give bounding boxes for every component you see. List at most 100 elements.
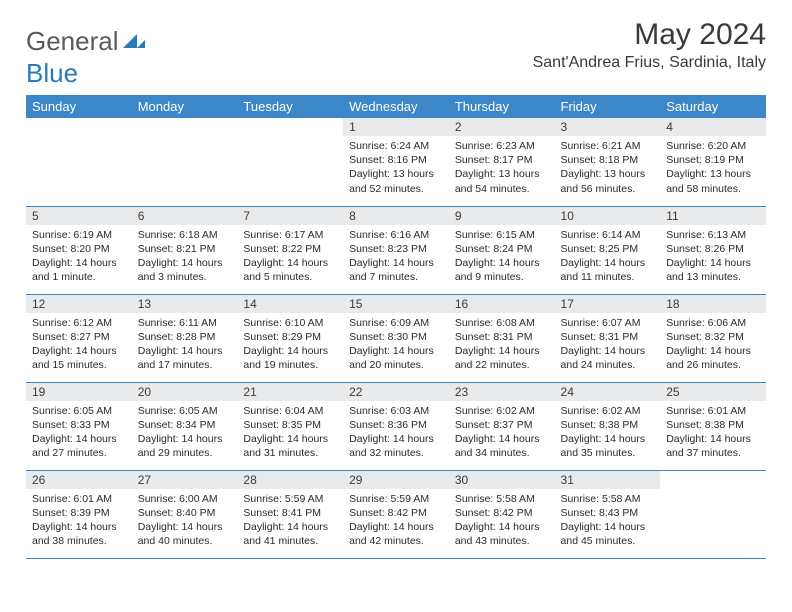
calendar-day-cell: 30Sunrise: 5:58 AMSunset: 8:42 PMDayligh…	[449, 470, 555, 558]
day-number: 16	[449, 295, 555, 313]
calendar-day-cell: ..	[237, 118, 343, 206]
day-number: 27	[132, 471, 238, 489]
day-details: Sunrise: 6:03 AMSunset: 8:36 PMDaylight:…	[343, 401, 449, 465]
day-details: Sunrise: 6:10 AMSunset: 8:29 PMDaylight:…	[237, 313, 343, 377]
day-details: Sunrise: 6:02 AMSunset: 8:38 PMDaylight:…	[555, 401, 661, 465]
day-number: 9	[449, 207, 555, 225]
calendar-week-row: 19Sunrise: 6:05 AMSunset: 8:33 PMDayligh…	[26, 382, 766, 470]
calendar-week-row: ......1Sunrise: 6:24 AMSunset: 8:16 PMDa…	[26, 118, 766, 206]
brand-part2: Blue	[26, 58, 78, 89]
day-number: 28	[237, 471, 343, 489]
day-number: 5	[26, 207, 132, 225]
day-details: Sunrise: 6:21 AMSunset: 8:18 PMDaylight:…	[555, 136, 661, 200]
calendar-day-cell: ..	[660, 470, 766, 558]
calendar-table: SundayMondayTuesdayWednesdayThursdayFrid…	[26, 95, 766, 559]
day-details: Sunrise: 6:24 AMSunset: 8:16 PMDaylight:…	[343, 136, 449, 200]
day-details: Sunrise: 6:11 AMSunset: 8:28 PMDaylight:…	[132, 313, 238, 377]
calendar-week-row: 12Sunrise: 6:12 AMSunset: 8:27 PMDayligh…	[26, 294, 766, 382]
day-number: 18	[660, 295, 766, 313]
day-details: Sunrise: 6:00 AMSunset: 8:40 PMDaylight:…	[132, 489, 238, 553]
day-details: Sunrise: 6:05 AMSunset: 8:34 PMDaylight:…	[132, 401, 238, 465]
day-details: Sunrise: 6:02 AMSunset: 8:37 PMDaylight:…	[449, 401, 555, 465]
brand-triangle-icon	[123, 32, 145, 48]
calendar-day-cell: 7Sunrise: 6:17 AMSunset: 8:22 PMDaylight…	[237, 206, 343, 294]
day-details: Sunrise: 5:58 AMSunset: 8:43 PMDaylight:…	[555, 489, 661, 553]
day-number: 11	[660, 207, 766, 225]
calendar-day-cell: 26Sunrise: 6:01 AMSunset: 8:39 PMDayligh…	[26, 470, 132, 558]
calendar-week-row: 5Sunrise: 6:19 AMSunset: 8:20 PMDaylight…	[26, 206, 766, 294]
weekday-header: Friday	[555, 95, 661, 118]
weekday-header: Saturday	[660, 95, 766, 118]
title-block: May 2024 Sant'Andrea Frius, Sardinia, It…	[533, 18, 766, 72]
weekday-header: Thursday	[449, 95, 555, 118]
location-text: Sant'Andrea Frius, Sardinia, Italy	[533, 54, 766, 72]
day-details: Sunrise: 6:07 AMSunset: 8:31 PMDaylight:…	[555, 313, 661, 377]
calendar-day-cell: 11Sunrise: 6:13 AMSunset: 8:26 PMDayligh…	[660, 206, 766, 294]
brand-part1: General	[26, 26, 119, 57]
day-details: Sunrise: 6:12 AMSunset: 8:27 PMDaylight:…	[26, 313, 132, 377]
day-number: 19	[26, 383, 132, 401]
day-number: 6	[132, 207, 238, 225]
calendar-day-cell: 2Sunrise: 6:23 AMSunset: 8:17 PMDaylight…	[449, 118, 555, 206]
day-number: 3	[555, 118, 661, 136]
calendar-day-cell: 17Sunrise: 6:07 AMSunset: 8:31 PMDayligh…	[555, 294, 661, 382]
day-number: 12	[26, 295, 132, 313]
calendar-week-row: 26Sunrise: 6:01 AMSunset: 8:39 PMDayligh…	[26, 470, 766, 558]
day-details: Sunrise: 6:04 AMSunset: 8:35 PMDaylight:…	[237, 401, 343, 465]
calendar-day-cell: 12Sunrise: 6:12 AMSunset: 8:27 PMDayligh…	[26, 294, 132, 382]
day-details: Sunrise: 6:19 AMSunset: 8:20 PMDaylight:…	[26, 225, 132, 289]
day-number: 20	[132, 383, 238, 401]
day-number: 2	[449, 118, 555, 136]
day-number: 25	[660, 383, 766, 401]
calendar-day-cell: ..	[132, 118, 238, 206]
day-details: Sunrise: 5:59 AMSunset: 8:42 PMDaylight:…	[343, 489, 449, 553]
day-number: 13	[132, 295, 238, 313]
day-number: 17	[555, 295, 661, 313]
calendar-day-cell: 23Sunrise: 6:02 AMSunset: 8:37 PMDayligh…	[449, 382, 555, 470]
calendar-day-cell: ..	[26, 118, 132, 206]
day-number: 8	[343, 207, 449, 225]
calendar-day-cell: 31Sunrise: 5:58 AMSunset: 8:43 PMDayligh…	[555, 470, 661, 558]
day-number: 1	[343, 118, 449, 136]
calendar-day-cell: 16Sunrise: 6:08 AMSunset: 8:31 PMDayligh…	[449, 294, 555, 382]
day-details: Sunrise: 6:16 AMSunset: 8:23 PMDaylight:…	[343, 225, 449, 289]
weekday-header: Sunday	[26, 95, 132, 118]
calendar-day-cell: 20Sunrise: 6:05 AMSunset: 8:34 PMDayligh…	[132, 382, 238, 470]
calendar-day-cell: 15Sunrise: 6:09 AMSunset: 8:30 PMDayligh…	[343, 294, 449, 382]
month-title: May 2024	[533, 18, 766, 52]
day-details: Sunrise: 6:15 AMSunset: 8:24 PMDaylight:…	[449, 225, 555, 289]
calendar-day-cell: 10Sunrise: 6:14 AMSunset: 8:25 PMDayligh…	[555, 206, 661, 294]
weekday-header: Wednesday	[343, 95, 449, 118]
day-number: 4	[660, 118, 766, 136]
day-details: Sunrise: 6:06 AMSunset: 8:32 PMDaylight:…	[660, 313, 766, 377]
calendar-day-cell: 21Sunrise: 6:04 AMSunset: 8:35 PMDayligh…	[237, 382, 343, 470]
calendar-day-cell: 3Sunrise: 6:21 AMSunset: 8:18 PMDaylight…	[555, 118, 661, 206]
calendar-day-cell: 8Sunrise: 6:16 AMSunset: 8:23 PMDaylight…	[343, 206, 449, 294]
page: General May 2024 Sant'Andrea Frius, Sard…	[0, 0, 792, 577]
calendar-head: SundayMondayTuesdayWednesdayThursdayFrid…	[26, 95, 766, 118]
calendar-day-cell: 9Sunrise: 6:15 AMSunset: 8:24 PMDaylight…	[449, 206, 555, 294]
day-details: Sunrise: 6:23 AMSunset: 8:17 PMDaylight:…	[449, 136, 555, 200]
day-number: 24	[555, 383, 661, 401]
day-number: 22	[343, 383, 449, 401]
day-details: Sunrise: 6:01 AMSunset: 8:39 PMDaylight:…	[26, 489, 132, 553]
calendar-day-cell: 27Sunrise: 6:00 AMSunset: 8:40 PMDayligh…	[132, 470, 238, 558]
calendar-day-cell: 13Sunrise: 6:11 AMSunset: 8:28 PMDayligh…	[132, 294, 238, 382]
day-number: 26	[26, 471, 132, 489]
calendar-body: ......1Sunrise: 6:24 AMSunset: 8:16 PMDa…	[26, 118, 766, 558]
calendar-day-cell: 24Sunrise: 6:02 AMSunset: 8:38 PMDayligh…	[555, 382, 661, 470]
day-details: Sunrise: 5:58 AMSunset: 8:42 PMDaylight:…	[449, 489, 555, 553]
calendar-day-cell: 6Sunrise: 6:18 AMSunset: 8:21 PMDaylight…	[132, 206, 238, 294]
calendar-day-cell: 1Sunrise: 6:24 AMSunset: 8:16 PMDaylight…	[343, 118, 449, 206]
day-details: Sunrise: 6:17 AMSunset: 8:22 PMDaylight:…	[237, 225, 343, 289]
calendar-day-cell: 29Sunrise: 5:59 AMSunset: 8:42 PMDayligh…	[343, 470, 449, 558]
day-number: 30	[449, 471, 555, 489]
day-details: Sunrise: 6:20 AMSunset: 8:19 PMDaylight:…	[660, 136, 766, 200]
calendar-day-cell: 4Sunrise: 6:20 AMSunset: 8:19 PMDaylight…	[660, 118, 766, 206]
day-number: 29	[343, 471, 449, 489]
day-number: 31	[555, 471, 661, 489]
calendar-day-cell: 28Sunrise: 5:59 AMSunset: 8:41 PMDayligh…	[237, 470, 343, 558]
calendar-day-cell: 25Sunrise: 6:01 AMSunset: 8:38 PMDayligh…	[660, 382, 766, 470]
calendar-day-cell: 5Sunrise: 6:19 AMSunset: 8:20 PMDaylight…	[26, 206, 132, 294]
day-details: Sunrise: 6:08 AMSunset: 8:31 PMDaylight:…	[449, 313, 555, 377]
